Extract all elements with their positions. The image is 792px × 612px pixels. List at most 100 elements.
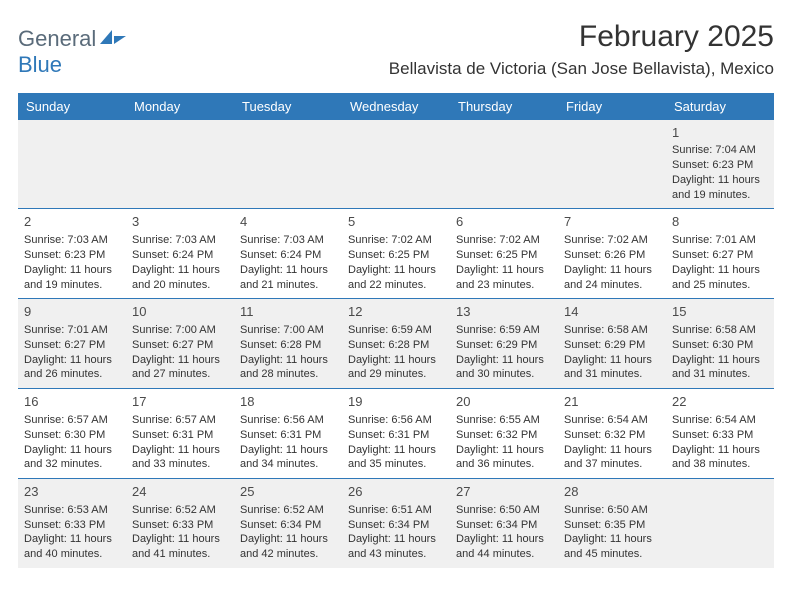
day-number: 27: [456, 483, 552, 501]
calendar-cell: [450, 120, 558, 209]
day-number: 4: [240, 213, 336, 231]
sunrise-text: Sunrise: 7:00 AM: [132, 323, 228, 338]
calendar-cell: 13 Sunrise: 6:59 AMSunset: 6:29 PMDayligh…: [450, 299, 558, 389]
sunrise-text: Sunrise: 6:59 AM: [456, 323, 552, 338]
sunset-text: Sunset: 6:27 PM: [24, 338, 120, 353]
day-header: Thursday: [450, 93, 558, 120]
daylight-text: Daylight: 11 hours and 40 minutes.: [24, 532, 120, 562]
logo: General Blue: [18, 26, 128, 78]
day-number: 21: [564, 393, 660, 411]
sunrise-text: Sunrise: 6:58 AM: [672, 323, 768, 338]
calendar-cell: [558, 120, 666, 209]
day-number: 22: [672, 393, 768, 411]
sunset-text: Sunset: 6:28 PM: [348, 338, 444, 353]
calendar-cell: 12Sunrise: 6:59 AMSunset: 6:28 PMDayligh…: [342, 299, 450, 389]
sunset-text: Sunset: 6:32 PM: [456, 428, 552, 443]
sunset-text: Sunset: 6:23 PM: [672, 158, 768, 173]
sunset-text: Sunset: 6:34 PM: [348, 518, 444, 533]
sunset-text: Sunset: 6:24 PM: [132, 248, 228, 263]
calendar-cell: 8Sunrise: 7:01 AMSunset: 6:27 PMDaylight…: [666, 209, 774, 299]
calendar-cell: 17 Sunrise: 6:57 AMSunset: 6:31 PMDayligh…: [126, 389, 234, 479]
calendar-table: Sunday Monday Tuesday Wednesday Thursday…: [18, 93, 774, 569]
calendar-cell: [18, 120, 126, 209]
day-number: 2: [24, 213, 120, 231]
calendar-cell: 11Sunrise: 7:00 AMSunset: 6:28 PMDayligh…: [234, 299, 342, 389]
day-header: Friday: [558, 93, 666, 120]
day-number: 1: [672, 124, 768, 142]
day-number: 10: [132, 303, 228, 321]
sunset-text: Sunset: 6:33 PM: [672, 428, 768, 443]
sunset-text: Sunset: 6:31 PM: [132, 428, 228, 443]
sunrise-text: Sunrise: 7:03 AM: [24, 233, 120, 248]
sunrise-text: Sunrise: 7:02 AM: [564, 233, 660, 248]
sunrise-text: Sunrise: 7:02 AM: [348, 233, 444, 248]
title-block: February 2025 Bellavista de Victoria (Sa…: [389, 20, 774, 79]
day-number: 16: [24, 393, 120, 411]
calendar-cell: 10Sunrise: 7:00 AMSunset: 6:27 PMDayligh…: [126, 299, 234, 389]
sunrise-text: Sunrise: 7:00 AM: [240, 323, 336, 338]
sunset-text: Sunset: 6:32 PM: [564, 428, 660, 443]
sunrise-text: Sunrise: 6:57 AM: [132, 413, 228, 428]
daylight-text: Daylight: 11 hours and 19 minutes.: [24, 263, 120, 293]
calendar-cell: 2 Sunrise: 7:03 AMSunset: 6:23 PMDaylight…: [18, 209, 126, 299]
day-header: Monday: [126, 93, 234, 120]
calendar-cell: [342, 120, 450, 209]
day-number: 15: [672, 303, 768, 321]
sunrise-text: Sunrise: 6:50 AM: [564, 503, 660, 518]
daylight-text: Daylight: 11 hours and 19 minutes.: [672, 173, 768, 203]
calendar-cell: 5Sunrise: 7:02 AMSunset: 6:25 PMDaylight…: [342, 209, 450, 299]
sunset-text: Sunset: 6:23 PM: [24, 248, 120, 263]
calendar-cell: 19Sunrise: 6:56 AMSunset: 6:31 PMDayligh…: [342, 389, 450, 479]
sunset-text: Sunset: 6:34 PM: [240, 518, 336, 533]
sunrise-text: Sunrise: 7:04 AM: [672, 143, 768, 158]
calendar-cell: [234, 120, 342, 209]
calendar-cell: 23Sunrise: 6:53 AMSunset: 6:33 PMDayligh…: [18, 479, 126, 568]
sunrise-text: Sunrise: 6:58 AM: [564, 323, 660, 338]
sunrise-text: Sunrise: 6:52 AM: [132, 503, 228, 518]
sunrise-text: Sunrise: 6:55 AM: [456, 413, 552, 428]
sunrise-text: Sunrise: 6:54 AM: [564, 413, 660, 428]
day-number: 7: [564, 213, 660, 231]
day-number: 13: [456, 303, 552, 321]
calendar-cell: [126, 120, 234, 209]
sunrise-text: Sunrise: 7:03 AM: [240, 233, 336, 248]
calendar-cell: 6Sunrise: 7:02 AMSunset: 6:25 PMDaylight…: [450, 209, 558, 299]
daylight-text: Daylight: 11 hours and 31 minutes.: [564, 353, 660, 383]
daylight-text: Daylight: 11 hours and 36 minutes.: [456, 443, 552, 473]
sunset-text: Sunset: 6:30 PM: [24, 428, 120, 443]
calendar-cell: 25Sunrise: 6:52 AMSunset: 6:34 PMDayligh…: [234, 479, 342, 568]
logo-general: General: [18, 26, 96, 51]
daylight-text: Daylight: 11 hours and 33 minutes.: [132, 443, 228, 473]
day-number: 8: [672, 213, 768, 231]
day-number: 19: [348, 393, 444, 411]
page-title: February 2025: [389, 20, 774, 55]
sunrise-text: Sunrise: 6:56 AM: [348, 413, 444, 428]
daylight-text: Daylight: 11 hours and 30 minutes.: [456, 353, 552, 383]
sunrise-text: Sunrise: 6:57 AM: [24, 413, 120, 428]
daylight-text: Daylight: 11 hours and 31 minutes.: [672, 353, 768, 383]
day-number: 14: [564, 303, 660, 321]
calendar-cell: 16Sunrise: 6:57 AMSunset: 6:30 PMDayligh…: [18, 389, 126, 479]
daylight-text: Daylight: 11 hours and 20 minutes.: [132, 263, 228, 293]
daylight-text: Daylight: 11 hours and 23 minutes.: [456, 263, 552, 293]
daylight-text: Daylight: 11 hours and 34 minutes.: [240, 443, 336, 473]
sail-icon: [98, 28, 128, 46]
day-number: 17: [132, 393, 228, 411]
sunrise-text: Sunrise: 6:59 AM: [348, 323, 444, 338]
daylight-text: Daylight: 11 hours and 25 minutes.: [672, 263, 768, 293]
day-number: 9: [24, 303, 120, 321]
day-number: 6: [456, 213, 552, 231]
sunset-text: Sunset: 6:29 PM: [456, 338, 552, 353]
calendar-row: 23Sunrise: 6:53 AMSunset: 6:33 PMDayligh…: [18, 479, 774, 568]
sunrise-text: Sunrise: 7:01 AM: [672, 233, 768, 248]
calendar-cell: 26Sunrise: 6:51 AMSunset: 6:34 PMDayligh…: [342, 479, 450, 568]
calendar-cell: 1Sunrise: 7:04 AMSunset: 6:23 PMDaylight…: [666, 120, 774, 209]
calendar-cell: 15Sunrise: 6:58 AMSunset: 6:30 PMDayligh…: [666, 299, 774, 389]
day-number: 3: [132, 213, 228, 231]
daylight-text: Daylight: 11 hours and 28 minutes.: [240, 353, 336, 383]
day-number: 18: [240, 393, 336, 411]
calendar-cell: 14Sunrise: 6:58 AMSunset: 6:29 PMDayligh…: [558, 299, 666, 389]
calendar-cell: 20Sunrise: 6:55 AMSunset: 6:32 PMDayligh…: [450, 389, 558, 479]
calendar-cell: 22Sunrise: 6:54 AMSunset: 6:33 PMDayligh…: [666, 389, 774, 479]
logo-blue: Blue: [18, 52, 62, 77]
